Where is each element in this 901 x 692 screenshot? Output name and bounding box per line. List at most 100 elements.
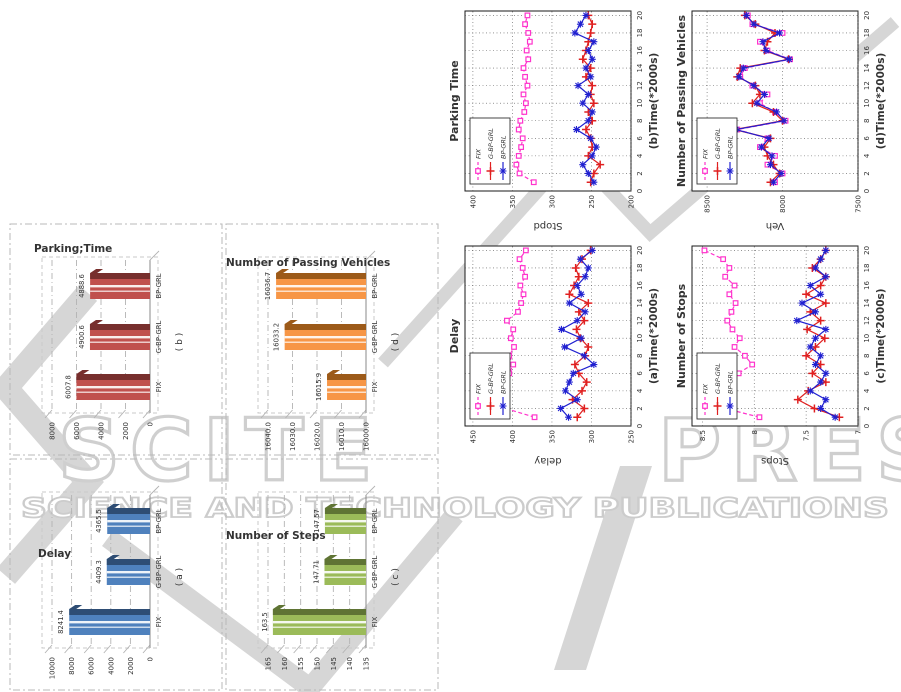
y-tick-label: 300 (548, 195, 556, 208)
x-tick-label: 10 (636, 334, 644, 343)
bar-category-label: G-BP-GRL (371, 556, 379, 589)
chart-caption: ( c ) (391, 568, 401, 586)
bar-category-label: BP-GRL (155, 273, 163, 298)
x-tick-label: 12 (636, 81, 644, 90)
y-tick-label: 8.5 (699, 430, 707, 441)
chart-caption: ( a ) (175, 568, 185, 586)
bar-BP-GRL: 147.57 BP-GRL (313, 504, 379, 534)
bar-category-label: G-BP-GRL (371, 321, 379, 354)
x-tick-label: 8 (863, 119, 871, 123)
series-BP-GRL (557, 246, 598, 421)
value-axis-tick: 16000.0 (363, 422, 371, 451)
bar-value-label: 147.57 (313, 509, 321, 533)
grid-foot (285, 409, 293, 419)
x-tick-label: 4 (636, 388, 644, 393)
bar-value-label: 4900.6 (78, 325, 86, 349)
value-axis-tick: 16010.0 (338, 422, 346, 451)
line-chart-title: Delay (448, 319, 461, 354)
x-tick-label: 4 (863, 153, 871, 158)
grid-foot (309, 644, 318, 654)
value-axis-tick: 4000 (107, 657, 115, 675)
grid-foot (142, 409, 151, 419)
y-tick-label: 250 (588, 195, 596, 208)
bar-value-label: 147.71 (312, 560, 320, 584)
line-chart-title: Number of Stops (675, 283, 688, 388)
x-tick-label: 6 (636, 371, 644, 376)
x-tick-label: 0 (863, 189, 871, 193)
x-tick-label: 6 (636, 136, 644, 141)
line-chart-title: Number of Passing Vehicles (675, 14, 688, 187)
bar-category-label: FIX (371, 381, 379, 392)
chart-cell-border (9, 223, 223, 456)
grid-foot (83, 644, 92, 654)
x-tick-label: 16 (636, 281, 644, 290)
value-axis-tick: 4000 (98, 422, 106, 440)
bar-charts-panel: 0 2000 4000 6000 8000 6007.8 FIX 4900.6 G-BP-GRL… (8, 222, 440, 692)
legend-label: BP-GRL (499, 135, 507, 159)
bar-G-BP-GRL: 4900.6 G-BP-GRL (78, 320, 163, 353)
line-veh: 0 2 4 6 8 10 12 14 16 18 20 7500 8000 8500 FIX G-BP-GRL… (675, 10, 887, 231)
line-delay: 0 2 4 6 8 10 12 14 16 18 20 250 300 350 400 450 FIX G-BP-… (448, 245, 660, 466)
bar-value-label: 8241.4 (57, 610, 65, 634)
bar-value-label: 16015.9 (315, 373, 323, 401)
back-wall-edge (365, 250, 376, 261)
bar-chart-title: Number of Passing Vehicles (226, 257, 390, 269)
watermark-tagline: SCIENCE AND TECHNOLOGY PUBLICATIONS (21, 493, 889, 524)
bar-G-BP-GRL: 147.71 G-BP-GRL (312, 555, 379, 588)
bar-value-label: 16036.7 (264, 272, 272, 300)
bar-BP-GRL: 4888.6 BP-GRL (78, 269, 163, 299)
value-axis-tick: 0 (147, 422, 155, 426)
y-axis-label: Stops (761, 455, 789, 466)
x-tick-label: 16 (863, 281, 871, 290)
series-BP-GRL (571, 11, 600, 186)
x-tick-label: 6 (863, 371, 871, 376)
x-tick-label: 8 (636, 119, 644, 123)
x-axis-label: (c)Time(*2000s) (875, 288, 887, 383)
bar-category-label: G-BP-GRL (155, 321, 163, 354)
y-tick-label: 200 (628, 195, 636, 208)
legend: FIX G-BP-GRL BP-GRL (696, 117, 738, 185)
chart-caption: ( d ) (391, 333, 401, 351)
y-tick-label: 8 (751, 430, 759, 434)
x-tick-label: 14 (636, 63, 644, 72)
y-tick-label: 400 (469, 195, 477, 208)
line-chart-title: Parking Time (448, 60, 461, 141)
legend-label: BP-GRL (726, 370, 734, 394)
legend: FIX G-BP-GRL BP-GRL (696, 352, 738, 420)
legend: FIX G-BP-GRL BP-GRL (469, 117, 511, 185)
bar-BP-GRL: 16036.7 BP-GRL (264, 269, 379, 300)
x-tick-label: 18 (863, 263, 871, 272)
x-tick-label: 10 (863, 334, 871, 343)
bar-value-label: 16033.2 (273, 323, 281, 351)
chart-cell-border (9, 458, 223, 691)
y-tick-label: 300 (588, 430, 596, 443)
x-axis-label: (a)Time(*2000s) (648, 288, 660, 384)
x-axis-label: (d)Time(*2000s) (875, 53, 887, 150)
grid-foot (69, 409, 77, 419)
watermark-brand-left: SCITE (58, 401, 382, 501)
logo-bottom-chevron (102, 508, 463, 692)
bar-value-label: 4365.5 (95, 509, 103, 533)
series-G-BP-GRL (578, 11, 605, 187)
value-axis-tick: 16030.0 (289, 422, 297, 451)
grid-foot (260, 644, 269, 654)
grid-foot (342, 644, 351, 654)
legend-label: FIX (701, 148, 709, 159)
x-tick-label: 20 (636, 246, 644, 255)
y-axis-label: delay (534, 455, 561, 466)
series-FIX (701, 247, 763, 421)
x-tick-label: 8 (863, 354, 871, 358)
x-tick-label: 18 (636, 28, 644, 37)
y-tick-label: 7.5 (803, 430, 811, 441)
x-tick-label: 8 (636, 354, 644, 358)
grid-foot (64, 644, 72, 654)
legend-label: BP-GRL (726, 135, 734, 159)
bar-chart-parking-time: 0 2000 4000 6000 8000 6007.8 FIX 4900.6 G-BP-GRL… (9, 223, 223, 456)
bar-FIX: 163.5 FIX (261, 605, 379, 635)
bar-category-label: BP-GRL (371, 273, 379, 298)
value-axis-tick: 8000 (49, 422, 57, 440)
value-axis-tick: 135 (363, 657, 371, 670)
x-tick-label: 18 (636, 263, 644, 272)
value-axis-tick: 10000 (49, 657, 57, 679)
